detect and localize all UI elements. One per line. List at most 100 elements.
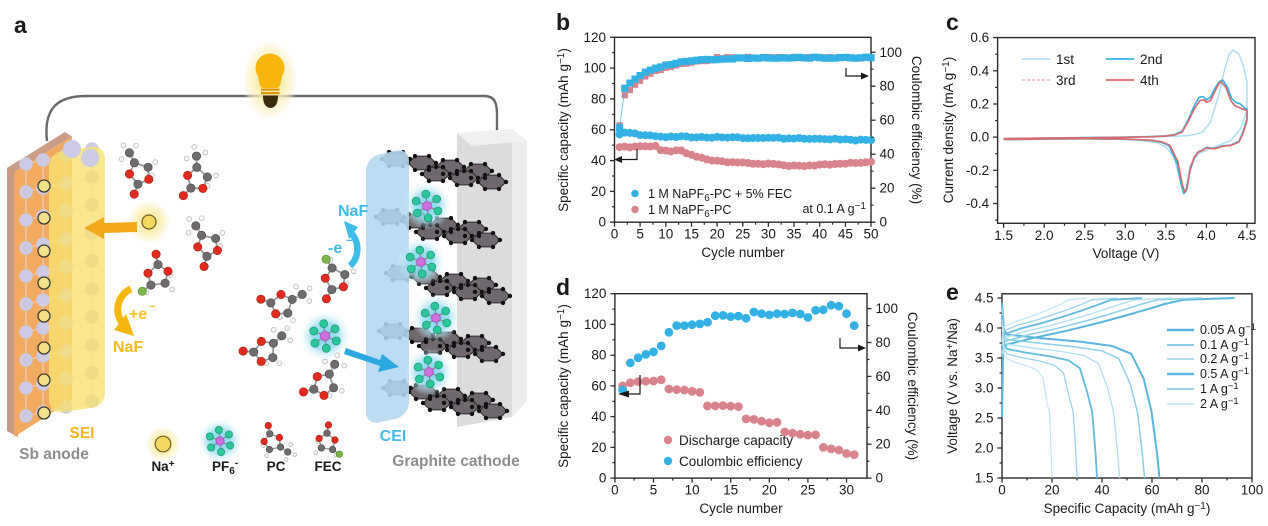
svg-text:3.5: 3.5 <box>1157 228 1176 243</box>
svg-text:15: 15 <box>723 483 738 498</box>
svg-text:120: 120 <box>584 286 607 301</box>
svg-text:Cycle number: Cycle number <box>699 501 783 516</box>
svg-text:a: a <box>14 12 27 38</box>
svg-text:60: 60 <box>876 369 891 384</box>
svg-text:3.5: 3.5 <box>975 351 994 366</box>
svg-text:Current density (mA g−1​): Current density (mA g−1​) <box>941 57 956 203</box>
svg-text:+e: +e <box>129 306 147 323</box>
svg-text:e: e <box>946 279 959 305</box>
svg-text:0: 0 <box>998 483 1006 498</box>
svg-text:SEI: SEI <box>70 425 95 442</box>
svg-text:0: 0 <box>598 215 606 230</box>
svg-text:0.5 A g−1: 0.5 A g−1 <box>1200 366 1249 381</box>
svg-text:Coulombic efficiency: Coulombic efficiency <box>679 454 803 469</box>
svg-text:60: 60 <box>880 113 895 128</box>
svg-text:0.6: 0.6 <box>970 30 989 45</box>
svg-text:CEI: CEI <box>380 428 407 445</box>
svg-text:FEC: FEC <box>315 459 342 474</box>
svg-text:60: 60 <box>1144 483 1159 498</box>
svg-text:10: 10 <box>685 483 700 498</box>
svg-text:80: 80 <box>591 91 606 106</box>
svg-text:2.0: 2.0 <box>975 441 994 456</box>
svg-text:30: 30 <box>761 227 776 242</box>
svg-text:25: 25 <box>800 483 815 498</box>
svg-text:60: 60 <box>591 378 606 393</box>
svg-text:-0.4: -0.4 <box>966 196 990 211</box>
svg-text:b: b <box>556 9 570 35</box>
svg-text:0: 0 <box>611 483 619 498</box>
svg-text:40: 40 <box>591 153 606 168</box>
svg-text:80: 80 <box>1194 483 1209 498</box>
svg-text:80: 80 <box>591 348 606 363</box>
svg-text:1st: 1st <box>1056 52 1074 67</box>
svg-text:Na+: Na+ <box>151 459 174 474</box>
svg-text:40: 40 <box>1094 483 1109 498</box>
svg-text:2.0: 2.0 <box>1035 228 1054 243</box>
svg-text:1 M NaPF6-PC + 5% FEC: 1 M NaPF6-PC + 5% FEC <box>648 187 792 204</box>
svg-text:PC: PC <box>267 459 286 474</box>
svg-text:0.2: 0.2 <box>970 97 989 112</box>
svg-text:NaF: NaF <box>113 339 143 356</box>
svg-text:3.0: 3.0 <box>975 381 994 396</box>
svg-text:80: 80 <box>880 79 895 94</box>
svg-text:4.5: 4.5 <box>975 291 994 306</box>
svg-text:5: 5 <box>636 227 644 242</box>
svg-text:20: 20 <box>880 181 895 196</box>
svg-text:Voltage (V vs. Na+​/Na): Voltage (V vs. Na+​/Na) <box>945 318 960 454</box>
svg-text:PF6-: PF6- <box>212 458 238 477</box>
svg-text:0: 0 <box>599 471 607 486</box>
svg-text:4.5: 4.5 <box>1238 228 1257 243</box>
svg-text:4.0: 4.0 <box>1197 228 1216 243</box>
svg-text:40: 40 <box>812 227 827 242</box>
svg-text:1.5: 1.5 <box>975 471 994 486</box>
svg-text:100: 100 <box>1241 483 1264 498</box>
svg-text:45: 45 <box>838 227 853 242</box>
svg-text:20: 20 <box>876 437 891 452</box>
svg-text:80: 80 <box>876 335 891 350</box>
svg-text:35: 35 <box>786 227 801 242</box>
svg-text:20: 20 <box>710 227 725 242</box>
svg-text:100: 100 <box>584 317 607 332</box>
svg-text:2.5: 2.5 <box>1075 228 1094 243</box>
svg-text:0.05 A g−1: 0.05 A g−1 <box>1200 322 1256 337</box>
svg-text:20: 20 <box>591 440 606 455</box>
svg-text:1 A g−1: 1 A g−1 <box>1200 381 1239 396</box>
svg-text:20: 20 <box>1044 483 1059 498</box>
svg-text:0: 0 <box>876 471 884 486</box>
svg-text:40: 40 <box>591 409 606 424</box>
svg-text:40: 40 <box>876 403 891 418</box>
svg-text:2 A g−1: 2 A g−1 <box>1200 396 1239 411</box>
svg-text:10: 10 <box>658 227 673 242</box>
svg-text:d: d <box>556 274 570 300</box>
svg-text:40: 40 <box>880 147 895 162</box>
svg-text:Voltage (V): Voltage (V) <box>1093 246 1160 261</box>
svg-text:Specific capacity (mAh g−1​): Specific capacity (mAh g−1​) <box>556 304 571 468</box>
svg-text:100: 100 <box>583 61 606 76</box>
svg-text:2.5: 2.5 <box>975 411 994 426</box>
svg-text:Sb anode: Sb anode <box>19 446 89 463</box>
svg-text:-e: -e <box>328 240 342 257</box>
svg-text:2nd: 2nd <box>1140 52 1163 67</box>
svg-text:3.0: 3.0 <box>1116 228 1135 243</box>
svg-text:Cycle number: Cycle number <box>701 245 785 260</box>
svg-text:Graphite cathode: Graphite cathode <box>392 453 520 470</box>
svg-text:60: 60 <box>591 122 606 137</box>
svg-text:at 0.1 A g−1: at 0.1 A g−1 <box>802 201 866 216</box>
svg-text:Discharge capacity: Discharge capacity <box>679 433 793 448</box>
svg-text:20: 20 <box>591 184 606 199</box>
svg-text:3rd: 3rd <box>1056 73 1076 88</box>
svg-text:1.5: 1.5 <box>994 228 1013 243</box>
svg-text:20: 20 <box>762 483 777 498</box>
svg-text:4th: 4th <box>1140 73 1159 88</box>
svg-text:4.0: 4.0 <box>975 321 994 336</box>
svg-text:50: 50 <box>863 227 878 242</box>
svg-text:15: 15 <box>684 227 699 242</box>
svg-text:c: c <box>946 9 959 35</box>
svg-text:30: 30 <box>839 483 854 498</box>
svg-text:Coulombic efficiency (%): Coulombic efficiency (%) <box>909 56 924 204</box>
svg-text:5: 5 <box>650 483 658 498</box>
svg-text:0.1 A g−1: 0.1 A g−1 <box>1200 337 1249 352</box>
svg-text:0: 0 <box>611 227 619 242</box>
svg-text:Specific Capacity (mAh g−1​): Specific Capacity (mAh g−1​) <box>1044 501 1211 516</box>
svg-text:Coulombic efficiency (%): Coulombic efficiency (%) <box>905 312 920 460</box>
